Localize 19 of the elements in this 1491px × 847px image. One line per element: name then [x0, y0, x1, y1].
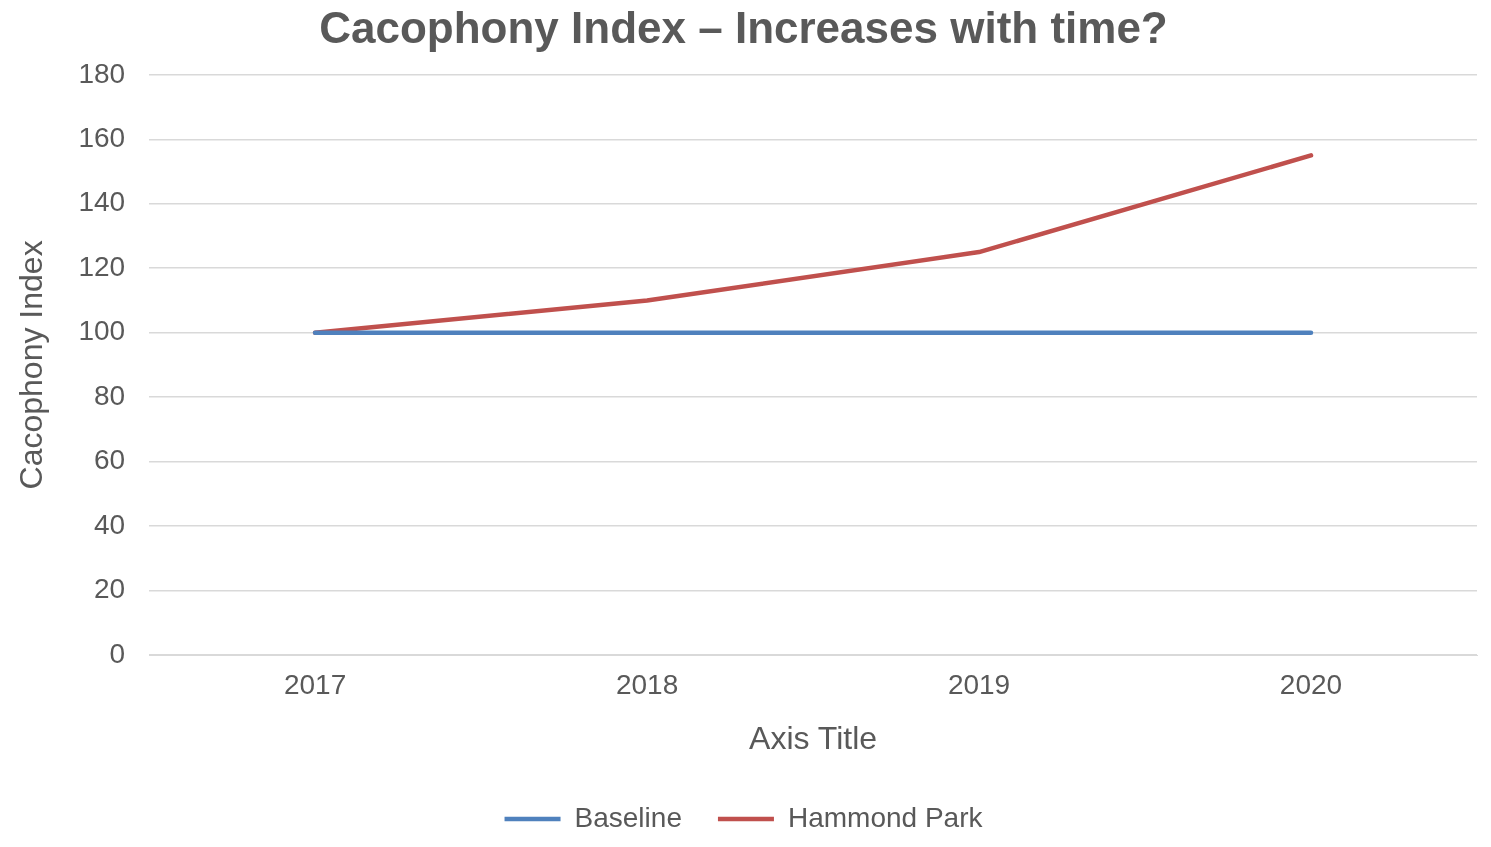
x-tick-label: 2018 — [615, 668, 679, 700]
y-tick-label: 60 — [93, 444, 126, 476]
y-tick-label: 180 — [78, 57, 126, 89]
y-tick-label: 20 — [93, 573, 126, 605]
x-tick-label: 2019 — [947, 668, 1011, 700]
chart-title: Cacophony Index – Increases with time? — [319, 2, 1168, 52]
y-tick-label: 40 — [93, 508, 126, 540]
y-tick-label: 120 — [78, 250, 126, 282]
y-tick-label: 0 — [109, 637, 126, 669]
y-tick-label: 140 — [78, 186, 126, 218]
x-axis-title: Axis Title — [749, 719, 878, 756]
legend-label: Baseline — [574, 801, 682, 833]
y-tick-label: 80 — [93, 379, 126, 411]
x-tick-label: 2020 — [1279, 668, 1343, 700]
y-axis-title: Cacophony Index — [13, 240, 50, 490]
y-tick-label: 160 — [78, 121, 126, 153]
y-tick-label: 100 — [78, 315, 126, 347]
x-tick-label: 2017 — [283, 668, 347, 700]
legend-label: Hammond Park — [787, 801, 984, 833]
